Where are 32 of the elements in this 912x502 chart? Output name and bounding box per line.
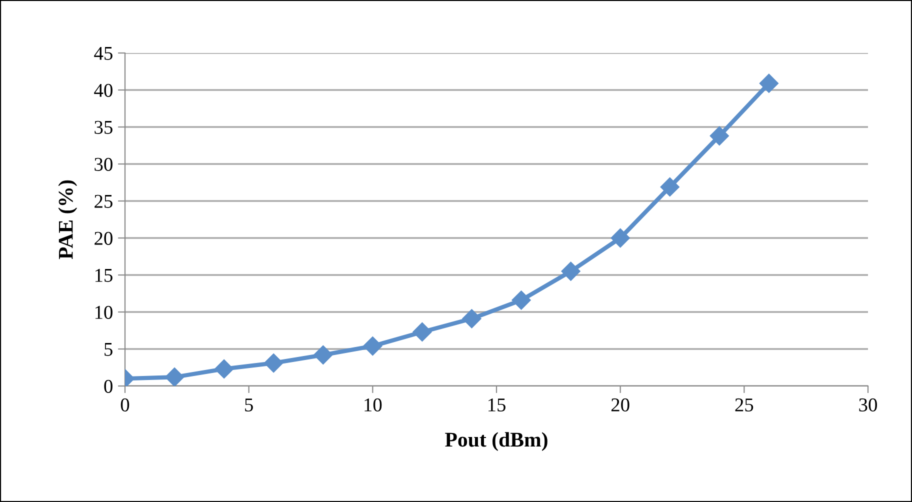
y-tick-label: 0	[104, 380, 112, 393]
x-tick-label: 25	[735, 398, 754, 412]
y-tick-label: 20	[94, 232, 112, 245]
point	[165, 368, 184, 386]
x-tick-label: 5	[245, 398, 253, 412]
point	[412, 322, 432, 342]
point	[363, 336, 382, 356]
x-tick-label: 15	[488, 398, 506, 412]
y-tick-label: 45	[94, 46, 112, 60]
x-tick-label: 0	[120, 398, 130, 412]
point	[610, 228, 630, 248]
point	[462, 309, 482, 328]
point	[264, 354, 284, 373]
y-tick-label: 5	[104, 343, 112, 356]
x-tick-label: 10	[364, 398, 382, 412]
point	[660, 177, 680, 196]
y-tick-label: 25	[94, 194, 112, 208]
x-tick-label: 30	[859, 398, 877, 412]
y-tick-label: 40	[94, 84, 112, 97]
y-tick-label: 35	[94, 120, 112, 134]
point	[512, 290, 531, 310]
x-tick-label: 20	[611, 398, 630, 412]
point	[314, 345, 333, 364]
point	[710, 126, 729, 146]
point	[214, 359, 234, 379]
x-axis-title: Pout (dBm)	[445, 432, 548, 451]
y-axis-title: PAE (%)	[58, 180, 78, 260]
y-tick-label: 10	[95, 306, 112, 319]
y-tick-label: 15	[95, 268, 112, 282]
point	[759, 74, 778, 93]
point	[561, 262, 580, 281]
y-tick-label: 30	[94, 158, 112, 171]
